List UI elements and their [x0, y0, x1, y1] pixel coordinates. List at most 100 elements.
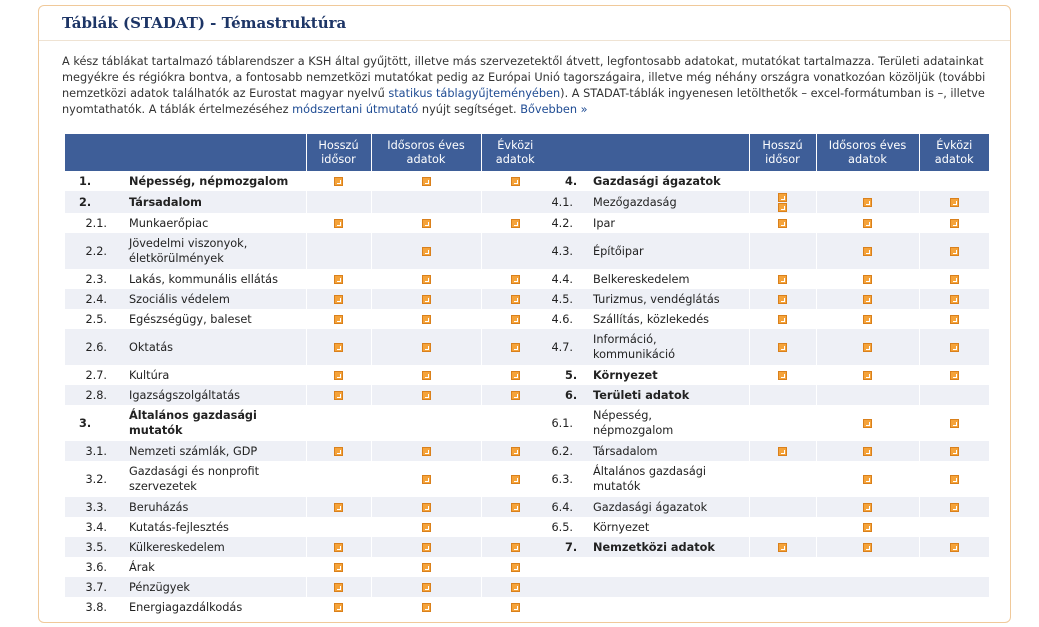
- download-icon[interactable]: [334, 582, 343, 592]
- download-icon[interactable]: [334, 274, 343, 284]
- intro-link[interactable]: Bővebben »: [520, 103, 588, 116]
- download-icon[interactable]: [510, 370, 520, 380]
- download-icon[interactable]: [863, 474, 872, 484]
- download-icon[interactable]: [334, 502, 343, 512]
- download-icon[interactable]: [949, 418, 959, 428]
- download-icon[interactable]: [863, 542, 872, 552]
- topic-label: Népesség, népmozgalom: [129, 171, 306, 191]
- download-icon[interactable]: [510, 542, 520, 552]
- download-icon[interactable]: [510, 218, 520, 228]
- download-icon[interactable]: [421, 502, 431, 512]
- download-icon[interactable]: [778, 370, 787, 380]
- download-icon[interactable]: [949, 218, 959, 228]
- icon-cell: [480, 171, 549, 191]
- download-icon[interactable]: [510, 314, 520, 324]
- download-icon[interactable]: [778, 274, 787, 284]
- download-icon[interactable]: [949, 542, 959, 552]
- download-icon[interactable]: [421, 446, 431, 456]
- download-icon[interactable]: [778, 192, 787, 202]
- download-icon[interactable]: [421, 542, 431, 552]
- download-icon[interactable]: [421, 562, 431, 572]
- download-icon[interactable]: [510, 562, 520, 572]
- download-icon[interactable]: [334, 542, 343, 552]
- download-icon[interactable]: [778, 294, 787, 304]
- download-icon[interactable]: [949, 294, 959, 304]
- download-icon[interactable]: [863, 502, 872, 512]
- download-icon[interactable]: [421, 274, 431, 284]
- download-icon[interactable]: [510, 390, 520, 400]
- download-icon[interactable]: [778, 314, 787, 324]
- column-header-text: adatok: [406, 152, 446, 166]
- download-icon[interactable]: [510, 274, 520, 284]
- download-icon[interactable]: [334, 602, 343, 612]
- download-icon[interactable]: [949, 197, 959, 207]
- download-icon[interactable]: [510, 294, 520, 304]
- download-icon[interactable]: [334, 314, 343, 324]
- download-icon[interactable]: [334, 562, 343, 572]
- download-icon[interactable]: [510, 342, 520, 352]
- download-icon[interactable]: [334, 342, 343, 352]
- download-icon[interactable]: [421, 218, 431, 228]
- download-icon[interactable]: [778, 342, 787, 352]
- download-icon[interactable]: [778, 218, 787, 228]
- download-icon[interactable]: [510, 446, 520, 456]
- download-icon[interactable]: [510, 602, 520, 612]
- intro-link[interactable]: módszertani útmutató: [292, 103, 419, 116]
- download-icon[interactable]: [949, 342, 959, 352]
- intro-link[interactable]: statikus táblagyűjteményében: [388, 87, 561, 100]
- download-icon[interactable]: [863, 446, 872, 456]
- download-icon[interactable]: [421, 390, 431, 400]
- column-header-text: Idősoros éves: [828, 138, 907, 152]
- download-icon[interactable]: [863, 294, 872, 304]
- download-icon[interactable]: [421, 474, 431, 484]
- topic-table: Hosszú idősor Idősoros éves adatok Évközi ada…: [65, 134, 989, 617]
- download-icon[interactable]: [949, 446, 959, 456]
- icon-cell: [370, 497, 481, 517]
- download-icon[interactable]: [778, 542, 787, 552]
- download-icon[interactable]: [421, 582, 431, 592]
- download-icon[interactable]: [949, 314, 959, 324]
- download-icon[interactable]: [510, 474, 520, 484]
- download-icon[interactable]: [510, 582, 520, 592]
- download-icon[interactable]: [949, 274, 959, 284]
- download-icon[interactable]: [778, 202, 787, 212]
- table-row: 2.7. Kultúra 5. Környezet: [65, 365, 989, 385]
- download-icon[interactable]: [334, 370, 343, 380]
- download-icon[interactable]: [949, 370, 959, 380]
- download-icon[interactable]: [421, 522, 431, 532]
- download-icon[interactable]: [421, 342, 431, 352]
- download-icon[interactable]: [510, 176, 520, 186]
- topic-number: 4.1.: [549, 191, 593, 213]
- download-icon[interactable]: [421, 370, 431, 380]
- download-icon[interactable]: [334, 294, 343, 304]
- download-icon[interactable]: [421, 602, 431, 612]
- download-icon[interactable]: [863, 418, 872, 428]
- download-icon[interactable]: [863, 370, 872, 380]
- icon-cell: [748, 309, 816, 329]
- download-icon[interactable]: [334, 176, 343, 186]
- download-icon[interactable]: [863, 522, 872, 532]
- download-icon[interactable]: [421, 294, 431, 304]
- download-icon[interactable]: [863, 342, 872, 352]
- download-icon[interactable]: [334, 446, 343, 456]
- download-icon[interactable]: [863, 246, 872, 256]
- download-icon[interactable]: [421, 246, 431, 256]
- download-icon[interactable]: [778, 446, 787, 456]
- download-icon[interactable]: [421, 314, 431, 324]
- download-icon[interactable]: [949, 474, 959, 484]
- topic-label: Építőipar: [593, 233, 749, 269]
- icon-cell: [480, 385, 549, 405]
- download-icon[interactable]: [510, 502, 520, 512]
- download-icon[interactable]: [334, 390, 343, 400]
- download-icon[interactable]: [863, 274, 872, 284]
- download-icon[interactable]: [949, 502, 959, 512]
- download-icon[interactable]: [863, 218, 872, 228]
- topic-label: Beruházás: [129, 497, 306, 517]
- download-icon[interactable]: [334, 218, 343, 228]
- download-icon[interactable]: [863, 197, 872, 207]
- download-icon[interactable]: [421, 176, 431, 186]
- topic-label: Egészségügy, baleset: [129, 309, 306, 329]
- download-icon[interactable]: [949, 246, 959, 256]
- topic-label-text: Energiagazdálkodás: [129, 600, 243, 614]
- download-icon[interactable]: [863, 314, 872, 324]
